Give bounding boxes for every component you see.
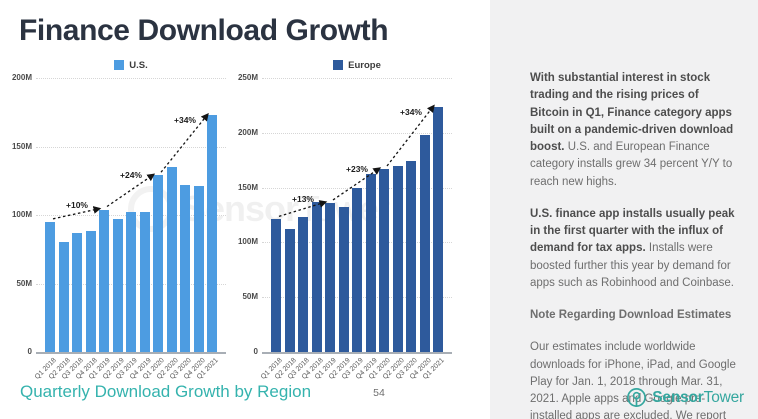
bar-q2-2018 [58, 242, 69, 352]
sensortower-logo-icon [627, 388, 647, 407]
bar-q2-2019 [338, 207, 349, 352]
yoy-growth-label: +34% [400, 106, 422, 117]
us-chart-legend: U.S. [36, 57, 226, 73]
bar-q1-2021 [433, 106, 443, 352]
yoy-growth-label: +24% [120, 170, 142, 181]
slide-footer-title: Quarterly Download Growth by Region [20, 382, 312, 401]
bar-q1-2018 [45, 221, 55, 352]
gridline [262, 78, 452, 79]
europe-chart-body: 0 50M 100M 150M 200M 250M Q1 2018 Q2 2018 Q3 20… [236, 73, 452, 381]
y-axis-tick-label: 200M [11, 73, 32, 82]
bar-q3-2020 [180, 184, 190, 352]
yoy-growth-label: +13% [292, 194, 314, 205]
y-axis-tick-label: 100M [237, 237, 258, 247]
gridline [36, 146, 226, 148]
commentary-sidebar: With substantial interest in stock tradi… [490, 0, 758, 419]
sidebar-paragraph-2: U.S. finance app installs usually peak i… [530, 206, 736, 292]
note-body: Our estimates include worldwide download… [530, 341, 736, 419]
y-axis-tick-label: 200M [237, 127, 258, 137]
paragraph-1-body: U.S. and European Finance category insta… [530, 141, 733, 188]
paragraph-2-lead: U.S. finance app installs usually peak i… [530, 207, 735, 255]
bar-q1-2021 [207, 115, 217, 352]
yoy-growth-label: +23% [346, 163, 368, 174]
page-title: Finance Download Growth [19, 14, 389, 47]
europe-legend-swatch [333, 60, 344, 70]
gridline [262, 132, 452, 134]
bar-q2-2020 [392, 165, 403, 352]
y-axis-tick-label: 150M [11, 141, 32, 151]
bar-q1-2018 [271, 219, 281, 352]
y-axis-tick-label: 0 [27, 347, 32, 356]
yoy-growth-label: +10% [66, 199, 88, 210]
bar-q2-2019 [112, 219, 123, 352]
us-chart-body: 0 50M 100M 150M 200M Q1 2018 Q2 2018 Q3 2018 Q4… [10, 73, 226, 381]
europe-download-chart: Europe 0 50M 100M 150M 200M 250M Q1 2018 Q2 20… [236, 57, 452, 381]
us-download-chart: U.S. 0 50M 100M 150M 200M Q1 2018 Q2 2018 Q3 2… [10, 57, 226, 381]
europe-plot-area: Q1 2018 Q2 2018 Q3 2018 Q4 2018 Q1 2019 Q2 20… [260, 78, 452, 381]
bar-q3-2020 [406, 161, 416, 352]
logo-text-bold: Sensor [652, 388, 704, 406]
logo-text-light: Tower [703, 388, 745, 406]
bar-q1-2019 [99, 209, 109, 352]
bar-q2-2018 [284, 229, 295, 352]
bar-q3-2019 [352, 187, 362, 352]
yoy-growth-label: +34% [174, 115, 196, 126]
bar-q4-2020 [193, 186, 204, 352]
us-plot-area: Q1 2018 Q2 2018 Q3 2018 Q4 2018 Q1 2019 Q2 20… [34, 78, 226, 381]
europe-legend-label: Europe [348, 59, 381, 71]
y-axis-tick-label: 50M [16, 278, 32, 288]
sensortower-logo: SensorTower [626, 387, 744, 408]
page-number: 54 [373, 387, 385, 399]
y-axis-tick-label: 100M [11, 210, 32, 219]
bar-q1-2019 [325, 202, 335, 352]
bar-q4-2018 [311, 201, 322, 352]
us-legend-swatch [114, 60, 125, 70]
paragraph-1-lead: With substantial interest in stock tradi… [530, 72, 734, 153]
paragraph-2-body: Installs were boosted further this year … [530, 242, 734, 289]
bar-q4-2019 [365, 174, 376, 352]
y-axis-tick-label: 150M [237, 182, 258, 192]
bar-q2-2020 [166, 167, 177, 352]
bar-q3-2018 [298, 217, 308, 352]
bar-q4-2019 [139, 212, 150, 352]
y-axis-tick-label: 50M [242, 292, 258, 302]
bar-q3-2018 [72, 232, 82, 352]
note-title: Note Regarding Download Estimates [530, 309, 732, 321]
gridline [36, 78, 226, 79]
sensortower-logo-text: SensorTower [652, 389, 744, 407]
bar-q4-2020 [419, 135, 430, 352]
y-axis-tick-label: 0 [253, 347, 258, 356]
europe-chart-legend: Europe [262, 57, 452, 73]
us-legend-label: U.S. [129, 59, 148, 71]
bar-q4-2018 [85, 231, 96, 352]
growth-arrow [52, 206, 102, 220]
us-y-axis: 0 50M 100M 150M 200M [10, 73, 34, 356]
bar-q3-2019 [126, 212, 136, 352]
bar-q1-2020 [379, 168, 389, 352]
y-axis-tick-label: 250M [237, 73, 258, 82]
sidebar-paragraph-1: With substantial interest in stock tradi… [530, 70, 736, 191]
bar-q1-2020 [153, 175, 163, 352]
europe-y-axis: 0 50M 100M 150M 200M 250M [236, 73, 260, 356]
